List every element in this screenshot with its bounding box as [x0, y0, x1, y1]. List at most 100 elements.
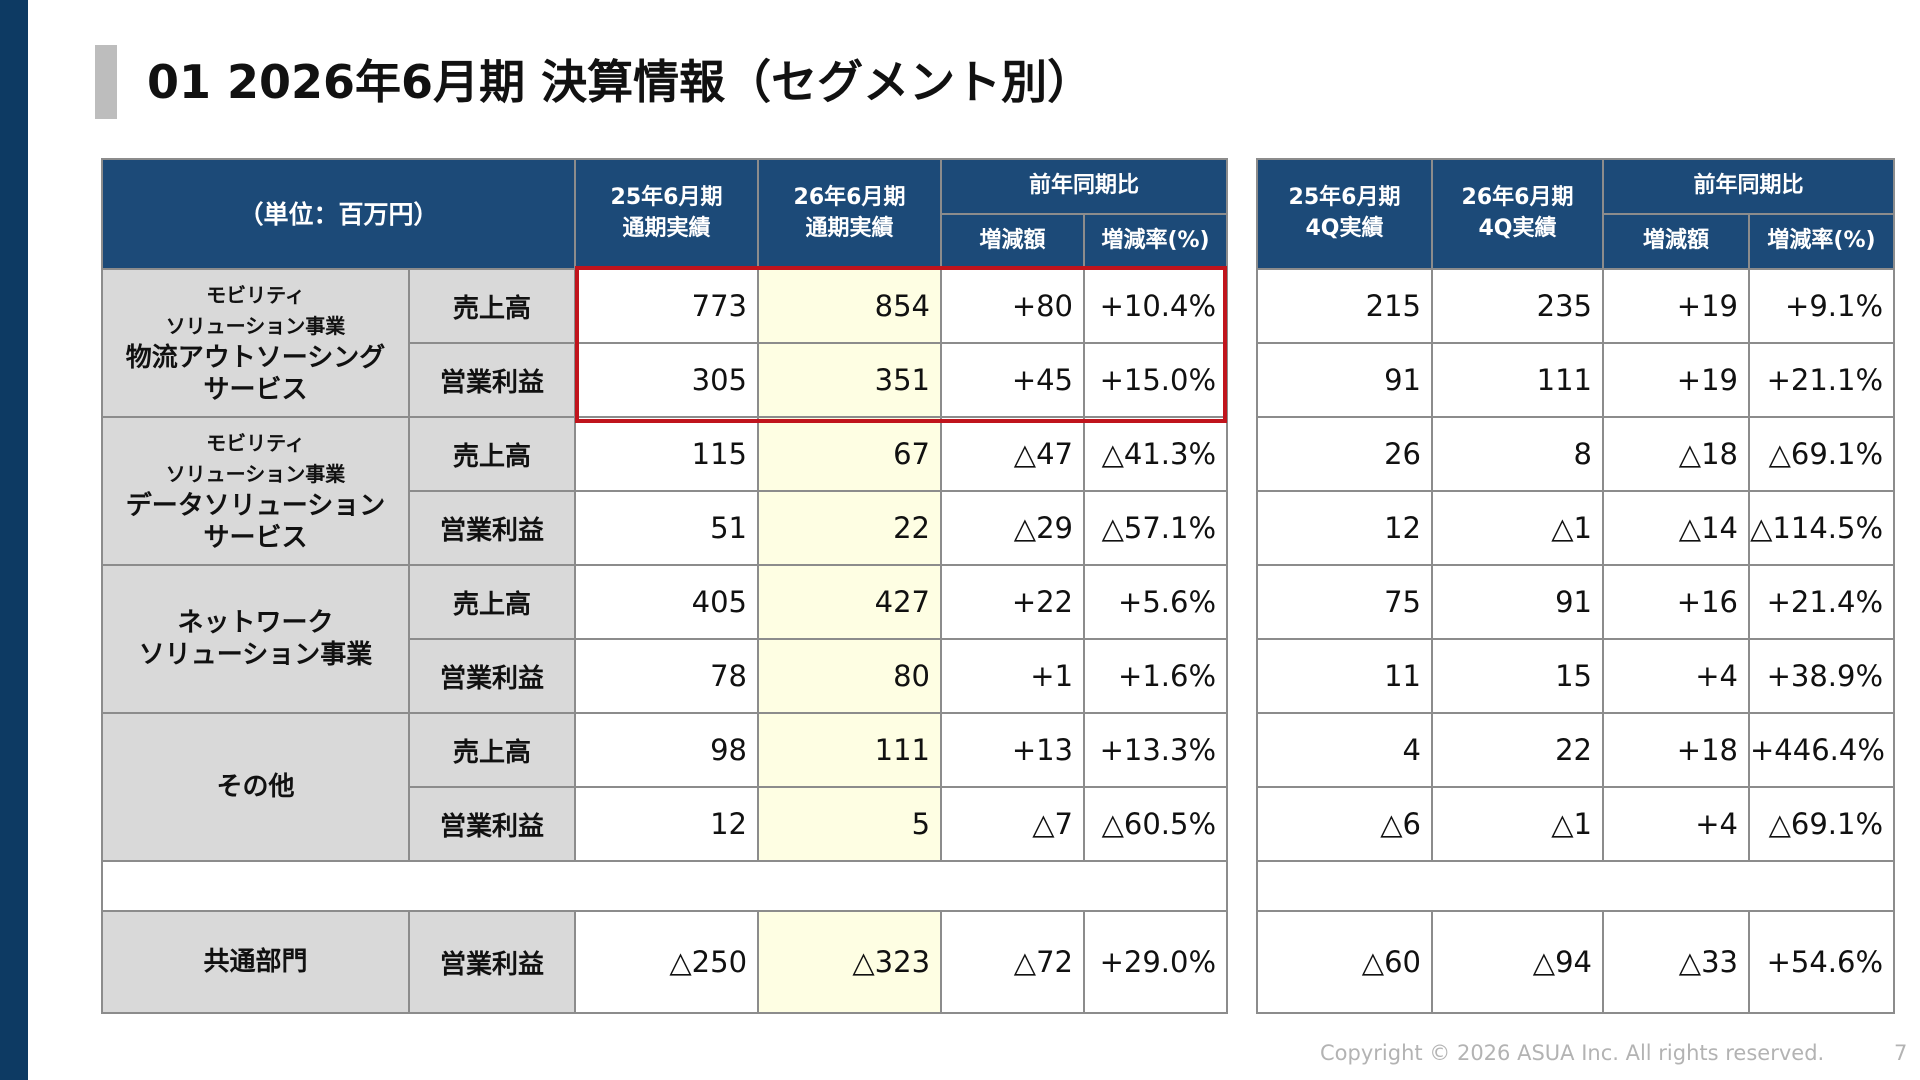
value-cell: 12 — [1256, 490, 1433, 566]
value-cell: 115 — [574, 416, 760, 492]
value-cell: 773 — [574, 268, 760, 344]
header-q4-diff: 増減額 — [1602, 213, 1750, 270]
value-cell: △72 — [940, 910, 1086, 1014]
common-row: △60 △94 △33 +54.6% — [1256, 910, 1896, 1014]
table-row: 4 22 +18 +446.4% — [1256, 712, 1896, 788]
value-cell: +45 — [940, 342, 1086, 418]
value-cell: 12 — [574, 786, 760, 862]
value-cell: 80 — [757, 638, 943, 714]
metric-label: 営業利益 — [407, 910, 577, 1014]
table-row: △6 △1 +4 △69.1% — [1256, 786, 1896, 862]
table-row: 11 15 +4 +38.9% — [1256, 638, 1896, 714]
header-full-prev: 25年6月期 通期実績 — [574, 158, 760, 270]
value-cell: +16 — [1602, 564, 1750, 640]
value-cell: △29 — [940, 490, 1086, 566]
table-row: モビリティ ソリューション事業 物流アウトソーシング サービス 売上高 773 854 +80… — [101, 268, 1229, 418]
value-cell: △94 — [1431, 910, 1604, 1014]
segment-label-main: ソリューション事業 — [138, 640, 373, 670]
metric-label: 営業利益 — [407, 786, 577, 862]
value-cell: 427 — [757, 564, 943, 640]
value-cell: 4 — [1256, 712, 1433, 788]
value-cell: 91 — [1256, 342, 1433, 418]
value-cell: +1 — [940, 638, 1086, 714]
footer: Copyright © 2026 ASUA Inc. All rights re… — [1320, 1038, 1920, 1068]
value-cell: 5 — [757, 786, 943, 862]
unit-header: （単位：百万円） — [100, 158, 577, 270]
value-cell: △69.1% — [1747, 786, 1896, 862]
value-cell: +19 — [1602, 268, 1750, 344]
value-cell: 15 — [1431, 638, 1604, 714]
segment-label-main: 物流アウトソーシング — [125, 342, 386, 373]
value-cell: △1 — [1431, 786, 1604, 862]
metric-label: 売上高 — [407, 712, 577, 788]
metric-label: 売上高 — [407, 268, 577, 344]
value-cell: 78 — [574, 638, 760, 714]
segment-label-sub: モビリティ — [206, 430, 305, 455]
q4-results-table: 25年6月期 4Q実績 26年6月期 4Q実績 前年同期比 増減額 増減率(%) 2… — [1255, 158, 1896, 1014]
table-row: 215 235 +19 +9.1% — [1256, 268, 1896, 344]
value-cell: 98 — [574, 712, 760, 788]
left-accent-band — [0, 0, 28, 1080]
table-row: 営業利益 78 80 +1 +1.6% — [102, 638, 1229, 714]
metric-label: 営業利益 — [407, 342, 577, 418]
value-cell: +18 — [1602, 712, 1750, 788]
value-cell: 22 — [1431, 712, 1604, 788]
header-full-cur: 26年6月期 通期実績 — [757, 158, 943, 270]
header-q4-prev: 25年6月期 4Q実績 — [1256, 158, 1433, 270]
spacer-cell — [1255, 860, 1896, 912]
table-row: 営業利益 51 22 △29 △57.1% — [102, 490, 1229, 566]
title-accent-bar — [95, 45, 117, 119]
table-row: モビリティ ソリューション事業 データソリューション サービス 売上高 115 67 △47 △… — [101, 416, 1229, 566]
value-cell: +4 — [1602, 638, 1750, 714]
table-row: 26 8 △18 △69.1% — [1256, 416, 1896, 492]
segment-label: モビリティ ソリューション事業 データソリューション サービス — [101, 416, 410, 566]
value-cell: +21.1% — [1747, 342, 1896, 418]
value-cell: 26 — [1256, 416, 1433, 492]
value-cell: △250 — [574, 910, 760, 1014]
value-cell: +80 — [940, 268, 1086, 344]
value-cell: +13.3% — [1083, 712, 1229, 788]
value-cell: 67 — [757, 416, 943, 492]
value-cell: 854 — [757, 268, 943, 344]
value-cell: △33 — [1602, 910, 1750, 1014]
value-cell: +22 — [940, 564, 1086, 640]
value-cell: 91 — [1431, 564, 1604, 640]
value-cell: 8 — [1431, 416, 1604, 492]
value-cell: 235 — [1431, 268, 1604, 344]
common-label: 共通部門 — [101, 910, 410, 1014]
value-cell: +446.4% — [1747, 712, 1896, 788]
value-cell: +13 — [940, 712, 1086, 788]
metric-label: 営業利益 — [407, 638, 577, 714]
table-row: ネットワーク ソリューション事業 売上高 405 427 +22 +5.6% — [101, 564, 1229, 714]
segment-label-main: ネットワーク — [177, 607, 334, 638]
value-cell: +54.6% — [1747, 910, 1896, 1014]
table-row: その他 売上高 98 111 +13 +13.3% — [101, 712, 1229, 862]
value-cell: 111 — [1431, 342, 1604, 418]
spacer-cell — [100, 860, 1229, 912]
segment-label-sub: ソリューション事業 — [165, 461, 346, 486]
value-cell: +21.4% — [1747, 564, 1896, 640]
value-cell: △7 — [940, 786, 1086, 862]
header-yoy: 前年同期比 — [940, 158, 1229, 215]
segment-label: モビリティ ソリューション事業 物流アウトソーシング サービス — [101, 268, 410, 418]
value-cell: 51 — [574, 490, 760, 566]
header-diff: 増減額 — [940, 213, 1086, 270]
value-cell: △60.5% — [1083, 786, 1229, 862]
header-q4-yoy: 前年同期比 — [1601, 158, 1896, 215]
value-cell: +1.6% — [1083, 638, 1229, 714]
value-cell: △18 — [1602, 416, 1750, 492]
segment-label: その他 — [101, 712, 410, 862]
segment-label-main: サービス — [203, 375, 308, 405]
value-cell: 405 — [574, 564, 760, 640]
value-cell: △69.1% — [1747, 416, 1896, 492]
table-row: 75 91 +16 +21.4% — [1256, 564, 1896, 640]
value-cell: 305 — [574, 342, 760, 418]
segment-label-sub: モビリティ — [206, 282, 305, 307]
metric-label: 売上高 — [407, 416, 577, 492]
header-q4-rate: 増減率(%) — [1747, 213, 1896, 270]
value-cell: +9.1% — [1747, 268, 1896, 344]
value-cell: +29.0% — [1083, 910, 1229, 1014]
table-row: 営業利益 12 5 △7 △60.5% — [102, 786, 1229, 862]
page-number: 7 — [1894, 1041, 1908, 1065]
value-cell: +38.9% — [1747, 638, 1896, 714]
